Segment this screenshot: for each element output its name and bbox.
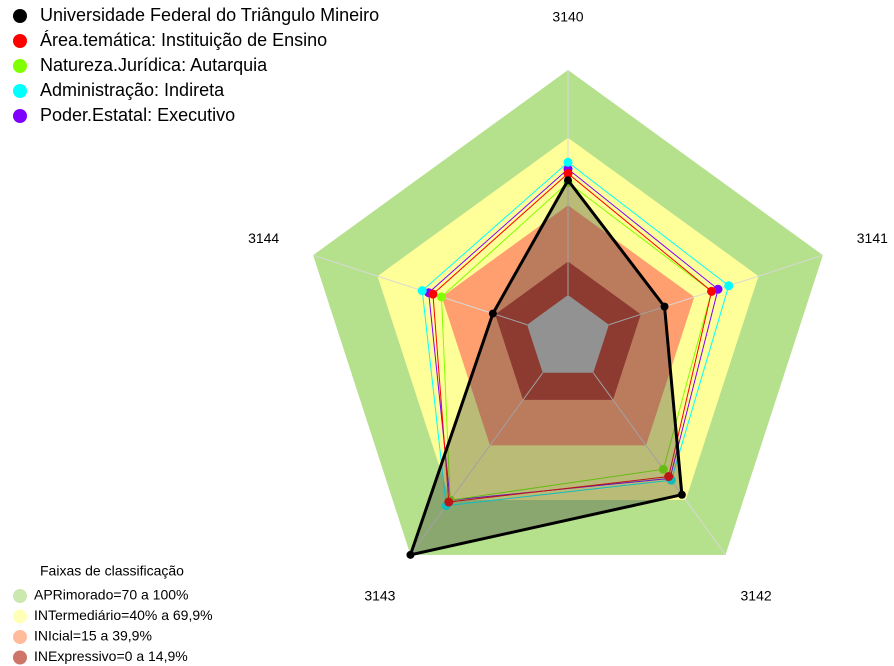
bands-legend-marker [13,650,27,665]
legend-marker [13,9,27,23]
legend-label: Natureza.Jurídica: Autarquia [40,55,268,75]
bands-legend-marker [13,589,27,603]
data-point [564,176,572,185]
bands-legend-title: Faixas de classificação [40,563,184,579]
spoke [410,372,544,556]
legend-label: Administração: Indireta [40,80,225,100]
legend-label: Área.temática: Instituição de Ensino [40,30,327,50]
series-line [440,181,713,501]
legend-marker [13,84,27,98]
data-point [488,309,497,318]
legend-marker [13,59,27,73]
data-point [428,289,438,299]
bands-legend-label: INTermediário=40% a 69,9% [34,607,213,623]
data-point [707,286,717,296]
data-point [444,497,454,507]
bands-legend-label: APRimorado=70 a 100% [34,587,189,603]
axis-label: 3141 [857,230,888,246]
series-line [421,161,730,507]
axis-label: 3144 [248,230,279,246]
data-point [563,169,573,178]
data-point [417,286,427,296]
legend-label: Universidade Federal do Triângulo Mineir… [40,5,379,25]
data-point [724,281,734,291]
axis-label: 3143 [364,588,395,604]
legend-marker [13,109,27,123]
data-point [677,490,686,499]
data-point [437,292,447,302]
legend-marker [13,34,27,48]
bands-legend-marker [13,609,27,624]
center-area [527,295,609,373]
data-point [660,302,669,311]
data-point [563,157,573,167]
series-line [408,177,684,557]
series-line [432,172,713,503]
data-point [406,550,415,559]
axis-label: 3142 [741,588,772,604]
data-point [664,472,674,482]
legend-label: Poder.Estatal: Executivo [40,105,235,125]
data-point [658,464,668,474]
axis-label: 3140 [552,9,583,25]
bands-legend-label: INExpressivo=0 a 14,9% [34,648,188,664]
bands-legend-label: INIcial=15 a 39,9% [34,628,152,644]
spoke [592,372,726,556]
bands-legend-marker [13,630,27,644]
